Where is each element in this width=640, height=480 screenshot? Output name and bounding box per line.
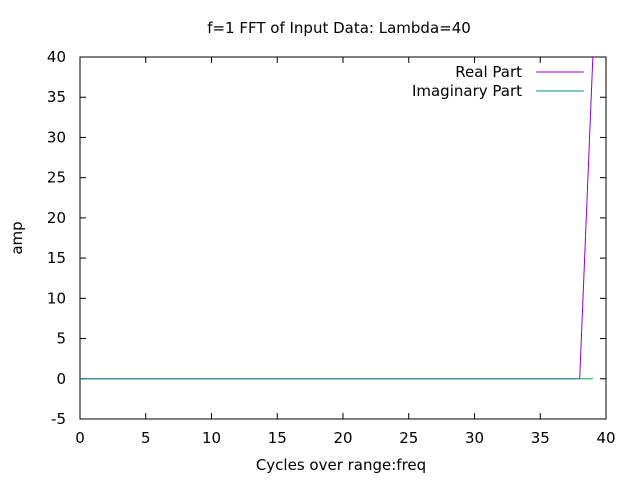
x-tick-label: 10 — [202, 429, 221, 447]
x-tick-label: 40 — [596, 429, 615, 447]
chart-title: f=1 FFT of Input Data: Lambda=40 — [207, 19, 471, 37]
x-tick-label: 30 — [465, 429, 484, 447]
y-tick-label: 30 — [47, 128, 66, 146]
x-tick-label: 5 — [141, 429, 151, 447]
axis-ticks: 0 5 10 15 20 25 30 35 40 -5 0 5 10 15 20 25 30 35 40 — [47, 48, 616, 447]
legend-label: Real Part — [455, 63, 522, 81]
x-tick-label: 35 — [531, 429, 550, 447]
y-tick-label: 25 — [47, 169, 66, 187]
y-tick-label: 5 — [56, 330, 66, 348]
y-tick-label: 15 — [47, 249, 66, 267]
legend-label: Imaginary Part — [412, 82, 522, 100]
x-tick-label: 0 — [75, 429, 85, 447]
plot-frame — [79, 56, 607, 420]
y-tick-label: 10 — [47, 289, 66, 307]
y-tick-label: 40 — [47, 48, 66, 66]
y-tick-label: 20 — [47, 209, 66, 227]
x-tick-label: 15 — [268, 429, 287, 447]
y-tick-label: 0 — [56, 370, 66, 388]
y-axis-label: amp — [8, 221, 26, 254]
y-tick-label: -5 — [51, 410, 66, 428]
x-tick-label: 25 — [399, 429, 418, 447]
x-tick-label: 20 — [333, 429, 352, 447]
y-tick-label: 35 — [47, 88, 66, 106]
x-axis-label: Cycles over range:freq — [256, 456, 426, 474]
series-line-0 — [80, 56, 594, 380]
data-series — [80, 56, 594, 380]
